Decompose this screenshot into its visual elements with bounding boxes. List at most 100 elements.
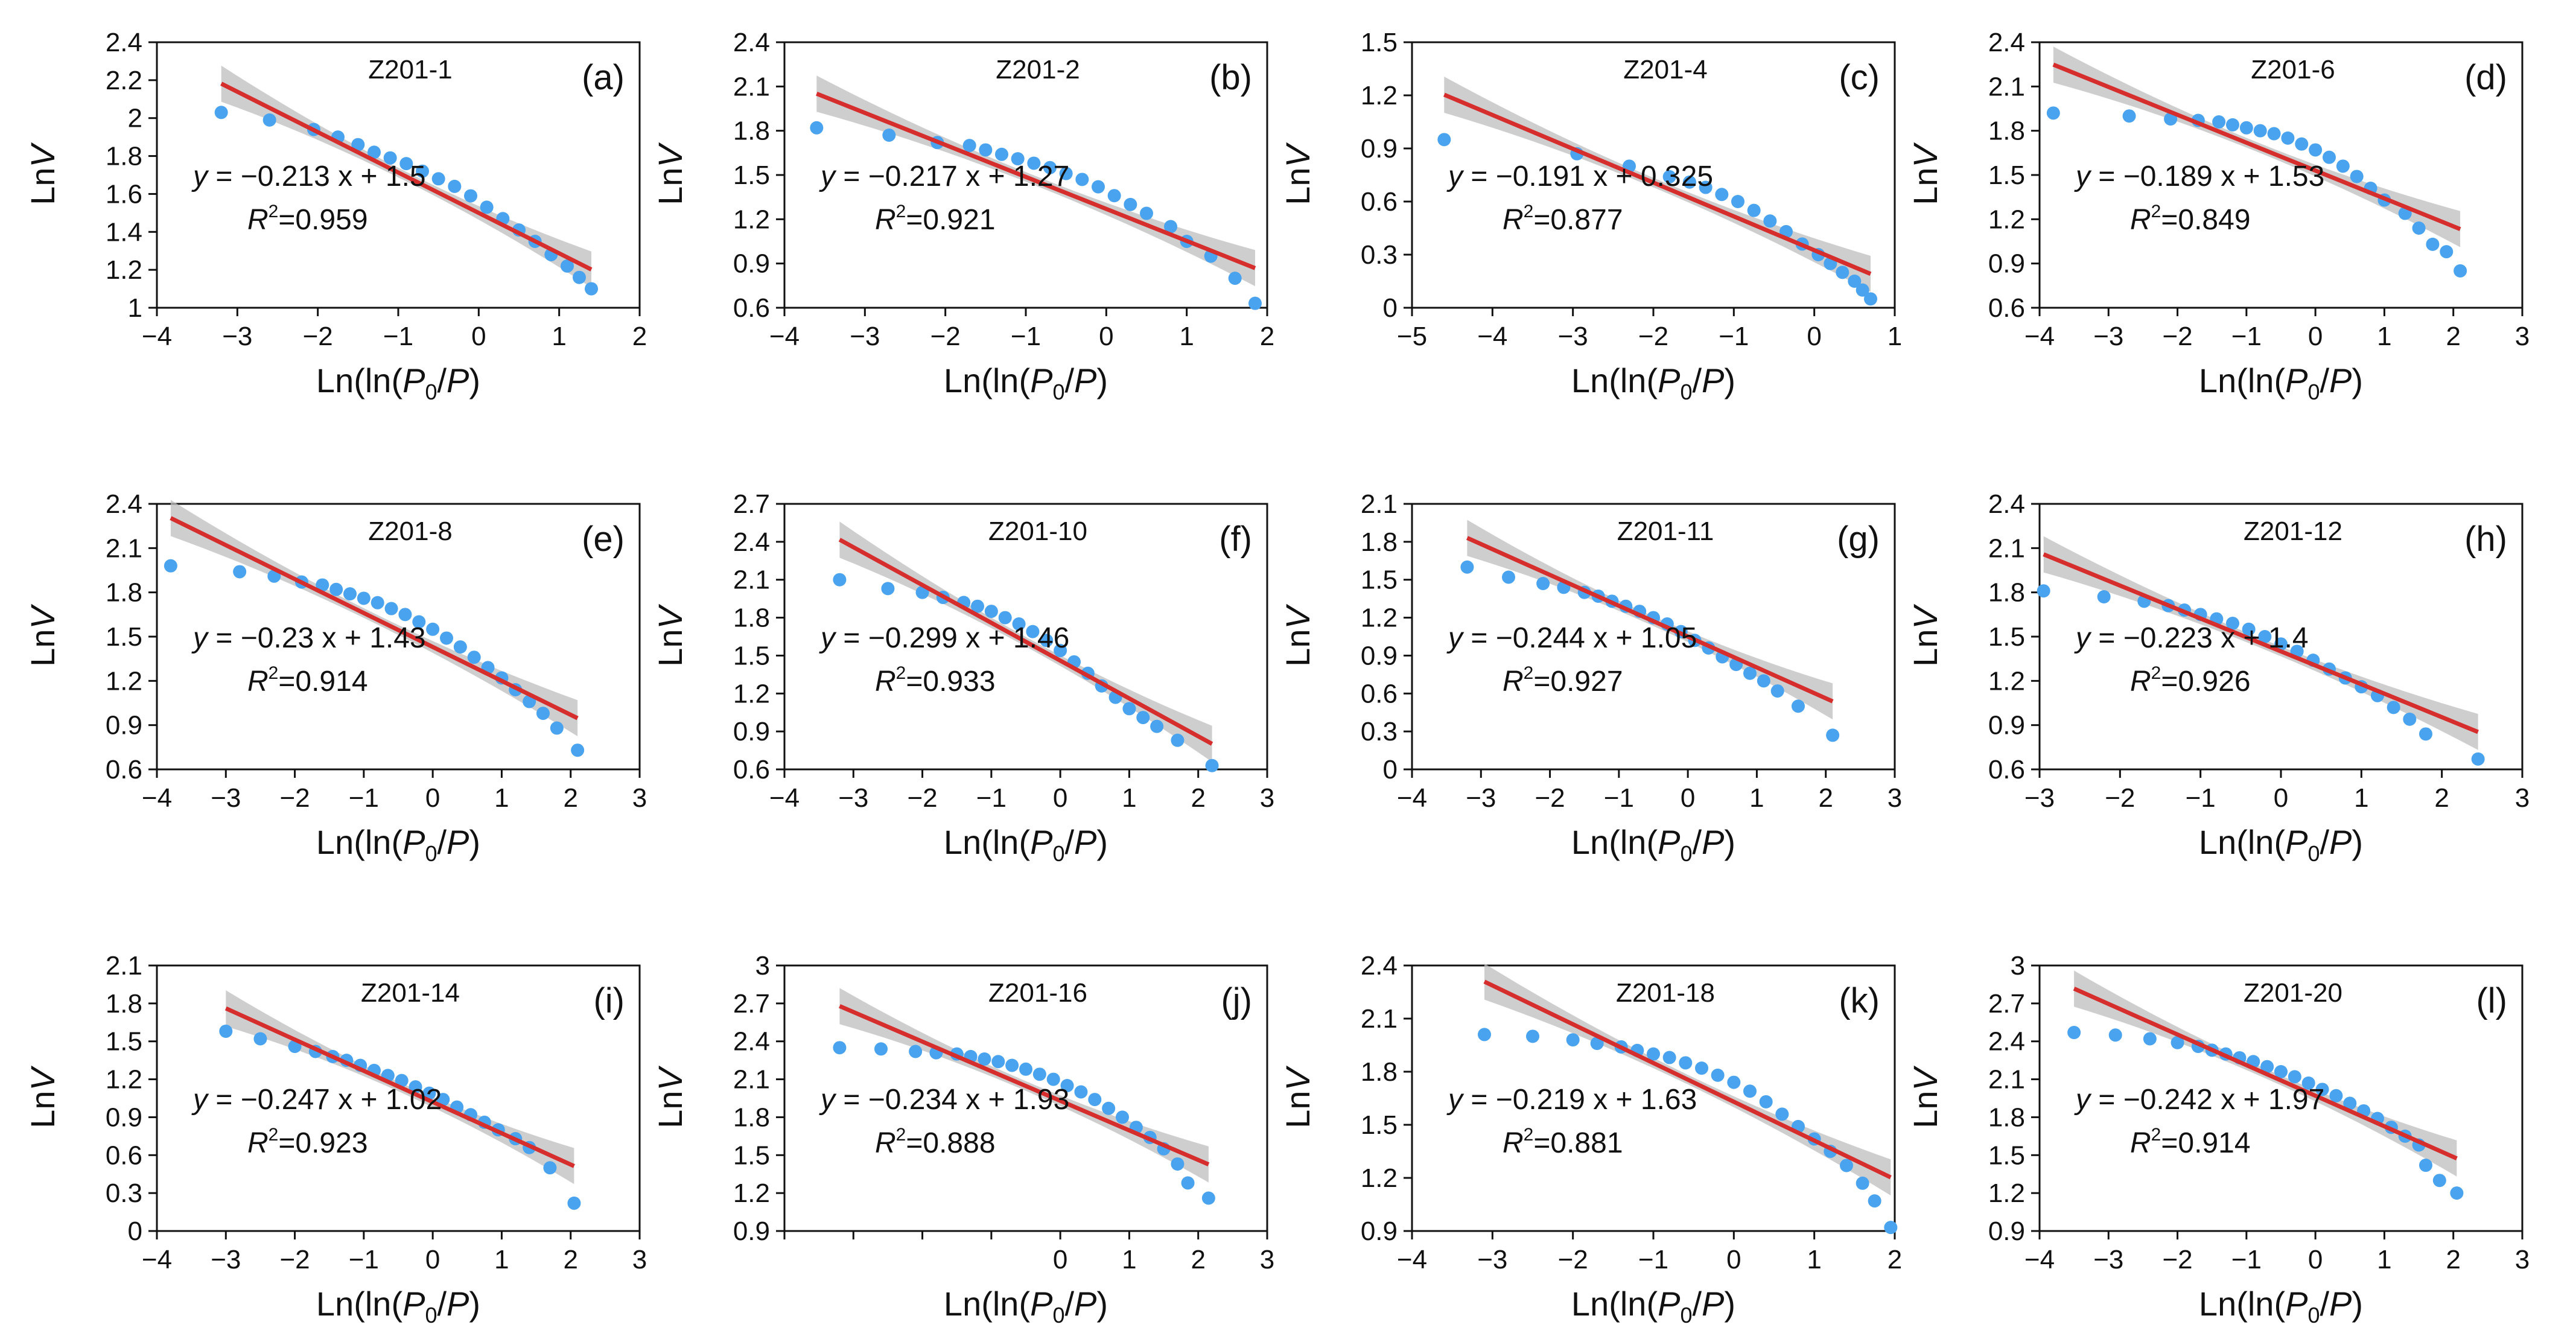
data-point bbox=[1747, 203, 1761, 217]
data-point bbox=[1171, 1157, 1185, 1171]
y-tick-label: 2.4 bbox=[1361, 951, 1398, 981]
chart-panel-e: −4 −3 −2 −1 0 1 2 3 0.6 0.9 1.2 1.5 1.8 2.1 2.4 Z201-8 (… bbox=[24, 489, 647, 866]
ylabel-part: V bbox=[651, 142, 689, 168]
fit-equation: y = −0.213 x + 1.5 bbox=[191, 161, 426, 192]
y-tick-label: 0 bbox=[1383, 755, 1398, 784]
data-point bbox=[2212, 115, 2226, 129]
y-tick-label: 0 bbox=[128, 1217, 142, 1246]
r2-r: R bbox=[247, 204, 269, 236]
chart-panel-j: 0 1 2 3 0.9 1.2 1.5 1.8 2.1 2.4 2.7 3 Z201-16 (j) y = … bbox=[651, 951, 1274, 1328]
xlabel-part: / bbox=[1692, 1285, 1702, 1323]
xlabel-part: P bbox=[1030, 361, 1052, 399]
equation-rest: = −0.244 x + 1.05 bbox=[1463, 622, 1697, 654]
data-point bbox=[1116, 1110, 1129, 1124]
data-point bbox=[998, 611, 1012, 625]
x-tick-label: 2 bbox=[1818, 783, 1833, 813]
data-point bbox=[833, 573, 847, 587]
x-tick-label: −3 bbox=[1477, 1245, 1507, 1274]
data-point bbox=[436, 1093, 450, 1107]
x-tick-label: −4 bbox=[142, 1245, 172, 1274]
fit-equation: y = −0.189 x + 1.53 bbox=[2074, 161, 2324, 192]
xlabel-part: P bbox=[1030, 823, 1052, 861]
xlabel-part: ) bbox=[1724, 361, 1735, 399]
data-point bbox=[2037, 584, 2050, 598]
y-axis-label: LnV bbox=[1279, 142, 1317, 205]
x-tick-label: 0 bbox=[425, 1245, 440, 1274]
r2-value: =0.914 bbox=[2161, 1127, 2250, 1159]
data-point bbox=[1699, 180, 1713, 194]
sample-label: Z201-8 bbox=[368, 517, 452, 546]
data-point bbox=[1840, 1159, 1853, 1172]
x-tick-label: −1 bbox=[1011, 322, 1041, 351]
data-point bbox=[422, 1086, 436, 1100]
x-tick-label: −2 bbox=[279, 783, 310, 813]
data-point bbox=[1566, 1033, 1580, 1047]
x-tick-label: −4 bbox=[142, 322, 172, 351]
data-point bbox=[2258, 630, 2272, 643]
x-tick-label: 1 bbox=[494, 783, 509, 813]
data-point bbox=[2309, 143, 2323, 157]
equation-y: y bbox=[819, 161, 837, 192]
data-point bbox=[480, 200, 494, 214]
equation-rest: = −0.223 x + 1.4 bbox=[2090, 622, 2309, 654]
r-squared: R2=0.914 bbox=[247, 663, 368, 698]
r2-r: R bbox=[1503, 1127, 1524, 1159]
data-point bbox=[2281, 131, 2295, 145]
x-axis-label: Ln(ln(P0/P) bbox=[1571, 361, 1735, 404]
data-point bbox=[1715, 188, 1729, 202]
data-point bbox=[383, 151, 397, 165]
panel-tag: (j) bbox=[1221, 981, 1252, 1020]
y-tick-label: 0.9 bbox=[1361, 134, 1398, 164]
data-point bbox=[1124, 197, 1137, 211]
x-tick-label: 2 bbox=[2434, 783, 2449, 813]
ylabel-part: Ln bbox=[1279, 1091, 1317, 1128]
data-point bbox=[1759, 1095, 1773, 1109]
r-squared: R2=0.849 bbox=[2130, 202, 2251, 236]
data-point bbox=[464, 189, 477, 203]
data-point bbox=[585, 282, 598, 296]
xlabel-subscript: 0 bbox=[1052, 841, 1064, 866]
xlabel-part: P bbox=[1702, 361, 1724, 399]
data-point bbox=[370, 596, 384, 609]
xlabel-subscript: 0 bbox=[1680, 380, 1692, 404]
data-point bbox=[984, 605, 998, 619]
data-point bbox=[2450, 1186, 2464, 1200]
x-tick-label: −4 bbox=[2024, 322, 2055, 351]
r2-value: =0.881 bbox=[1533, 1127, 1623, 1159]
xlabel-part: P bbox=[1658, 1285, 1680, 1323]
equation-y: y bbox=[2074, 622, 2092, 654]
r2-r: R bbox=[1503, 666, 1524, 698]
y-tick-label: 0.6 bbox=[1361, 187, 1398, 217]
data-point bbox=[882, 129, 896, 142]
data-point bbox=[316, 578, 329, 592]
equation-rest: = −0.299 x + 1.46 bbox=[835, 622, 1069, 654]
equation-y: y bbox=[1446, 622, 1465, 654]
equation-rest: = −0.191 x + 0.325 bbox=[1463, 161, 1713, 192]
xlabel-part: Ln(ln( bbox=[1571, 1285, 1658, 1323]
data-point bbox=[536, 707, 550, 720]
r-squared: R2=0.959 bbox=[247, 202, 368, 236]
r2-value: =0.933 bbox=[906, 666, 995, 698]
data-point bbox=[2301, 1076, 2315, 1090]
xlabel-part: ) bbox=[2352, 361, 2363, 399]
fit-equation: y = −0.219 x + 1.63 bbox=[1446, 1084, 1697, 1116]
x-tick-label: 0 bbox=[1053, 1245, 1067, 1274]
r2-value: =0.914 bbox=[278, 666, 367, 698]
x-tick-label: −1 bbox=[976, 783, 1007, 813]
data-point bbox=[1460, 560, 1474, 574]
sample-label: Z201-6 bbox=[2251, 55, 2335, 84]
ylabel-part: Ln bbox=[1906, 168, 1944, 205]
data-point bbox=[2432, 1174, 2446, 1188]
x-tick-label: −4 bbox=[769, 322, 800, 351]
x-tick-label: 0 bbox=[471, 322, 486, 351]
r2-r: R bbox=[2130, 666, 2151, 698]
xlabel-part: ) bbox=[1096, 1285, 1108, 1323]
y-tick-label: 0.9 bbox=[1361, 1217, 1398, 1246]
data-point bbox=[1092, 180, 1105, 194]
y-tick-label: 1.5 bbox=[1361, 28, 1398, 57]
data-point bbox=[2419, 1159, 2432, 1172]
y-tick-label: 2.1 bbox=[733, 1065, 770, 1095]
data-point bbox=[1711, 1068, 1725, 1082]
y-tick-label: 0.6 bbox=[106, 755, 142, 784]
data-point bbox=[978, 1052, 991, 1066]
